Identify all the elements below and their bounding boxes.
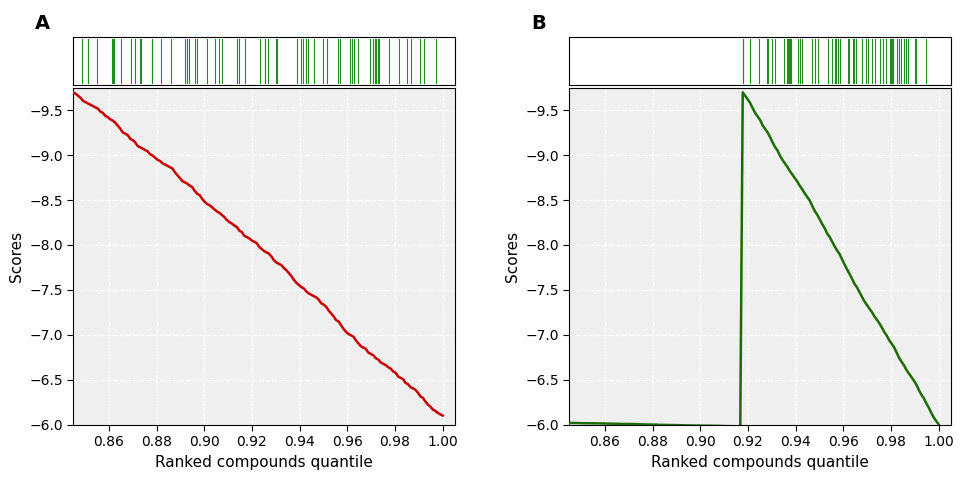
X-axis label: Ranked compounds quantile: Ranked compounds quantile	[651, 454, 869, 469]
Title: Set 1: Set 1	[238, 65, 291, 83]
Y-axis label: Scores: Scores	[9, 231, 23, 282]
Title: Set 2: Set 2	[733, 65, 786, 83]
X-axis label: Ranked compounds quantile: Ranked compounds quantile	[155, 454, 372, 469]
Text: B: B	[531, 14, 546, 33]
Y-axis label: Scores: Scores	[504, 231, 520, 282]
Text: A: A	[35, 14, 50, 33]
